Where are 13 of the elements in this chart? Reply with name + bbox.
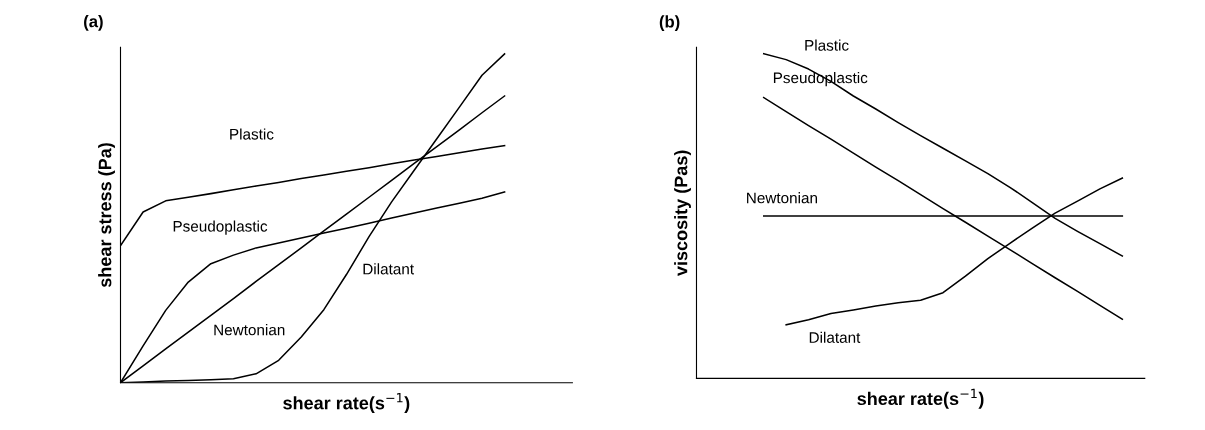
series-label: Newtonian: [214, 324, 285, 336]
y-axis-title: viscosity (Pas): [674, 150, 691, 276]
chart-title: (b): [659, 15, 680, 31]
text: Plastic: [230, 128, 274, 140]
series-label: Plastic: [805, 39, 849, 51]
chart-title: (a): [84, 15, 103, 31]
series-label: Dilatant: [363, 263, 414, 275]
y-axis-title: shear stress (Pa): [98, 143, 115, 288]
series-label: Newtonian: [747, 192, 817, 204]
series-label: Dilatant: [809, 331, 861, 343]
x-axis-title: shear rate(s$^{−1}$): [283, 393, 410, 413]
series-label: Pseudoplastic: [173, 220, 268, 235]
x-axis-title: shear rate(s$^{−1}$): [857, 388, 984, 409]
